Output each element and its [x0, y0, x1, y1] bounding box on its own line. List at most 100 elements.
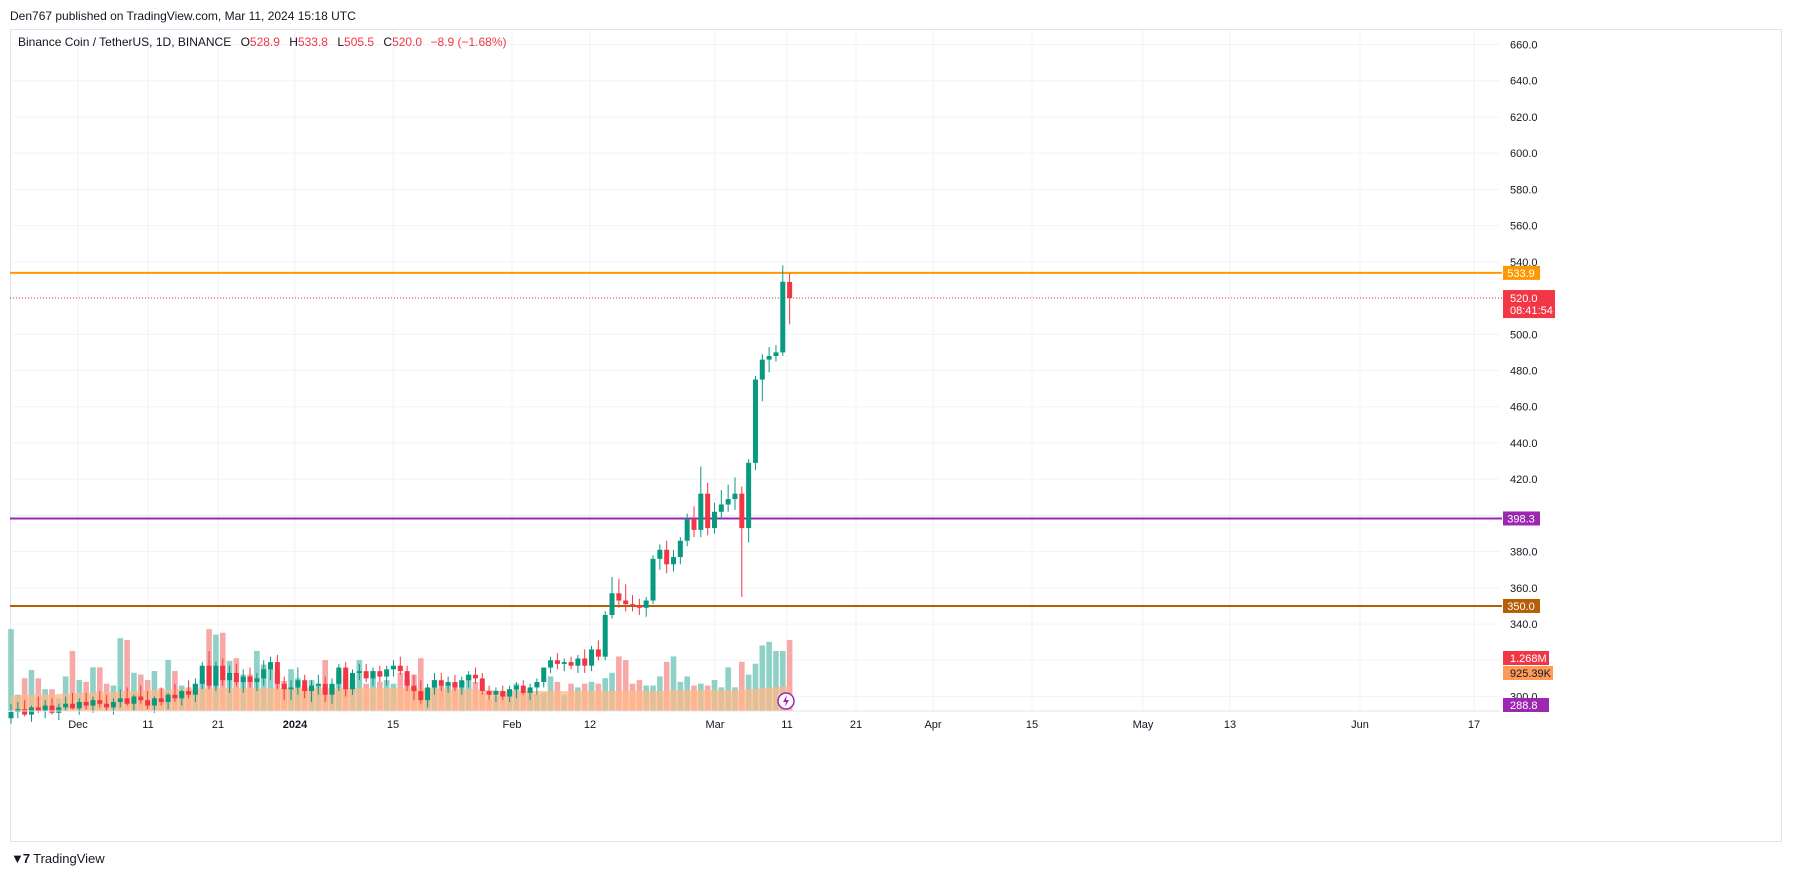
volume-badge-label: 288.8: [1510, 700, 1538, 712]
y-tick-label: 500.0: [1510, 329, 1538, 341]
candle-body: [643, 600, 649, 608]
candle-body: [691, 519, 697, 530]
candle-body: [97, 700, 103, 704]
level-badge: [1503, 598, 1540, 613]
candle-body: [718, 504, 724, 512]
candle-body: [657, 549, 663, 559]
candle-body: [138, 696, 144, 701]
candle-body: [548, 660, 554, 668]
candle-body: [561, 662, 567, 664]
y-tick-label: 440.0: [1510, 438, 1538, 450]
price-badges: 533.9 398.3 350.0 520.008:41:54 1.268M 925.39…: [1503, 265, 1555, 712]
candle-body: [493, 691, 499, 695]
grid-lines: [10, 30, 1500, 711]
y-tick-label: 420.0: [1510, 474, 1538, 486]
x-tick-label: Apr: [924, 719, 941, 731]
bolt-icon: [777, 692, 795, 710]
candle-body: [472, 674, 478, 679]
candle-body: [49, 705, 55, 713]
candle-body: [479, 678, 485, 692]
candle-body: [609, 593, 615, 616]
candle-body: [165, 694, 171, 702]
x-tick-label: 21: [212, 719, 224, 731]
candle-body: [131, 696, 137, 704]
volume-bar: [62, 676, 69, 711]
volume-bar: [752, 663, 759, 711]
volume-bar: [96, 667, 103, 711]
candle-body: [206, 665, 212, 686]
volume-badge: [1503, 666, 1553, 680]
candle-body: [752, 379, 758, 463]
x-tick-label: Feb: [503, 719, 522, 731]
candle-body: [213, 665, 219, 686]
volume-bar: [8, 629, 14, 711]
candle-body: [671, 557, 677, 565]
countdown-label: 08:41:54: [1510, 305, 1553, 317]
candle-body: [315, 683, 321, 686]
candle-body: [35, 707, 41, 711]
y-tick-label: 620.0: [1510, 112, 1538, 124]
candle-body: [636, 605, 642, 608]
candle-body: [705, 493, 711, 529]
candle-body: [69, 703, 75, 709]
level-badge-label: 350.0: [1507, 601, 1535, 613]
candle-body: [336, 667, 342, 684]
candle-body: [199, 665, 205, 684]
candle-body: [582, 658, 588, 666]
candle-body: [309, 685, 315, 692]
candle-body: [554, 660, 560, 664]
volume-bar: [663, 661, 670, 711]
y-tick-label: 360.0: [1510, 583, 1538, 595]
candle-body: [322, 683, 328, 695]
candle-body: [616, 593, 622, 601]
candle-body: [684, 519, 690, 541]
horizontal-lines: [10, 271, 1502, 607]
candle-body: [390, 665, 396, 670]
candle-body: [568, 662, 574, 666]
candle-body: [425, 687, 431, 701]
volume-bar: [616, 656, 622, 711]
candle-body: [438, 680, 444, 686]
candle-body: [466, 674, 472, 681]
candle-body: [725, 499, 731, 505]
candle-body: [90, 700, 96, 706]
volume-bar: [670, 656, 677, 711]
candles: [8, 265, 793, 724]
tradingview-logo[interactable]: ▼7 TradingView: [11, 851, 105, 866]
open-label: O: [240, 35, 250, 49]
candle-body: [711, 511, 717, 529]
candle-body: [343, 667, 349, 690]
y-tick-label: 380.0: [1510, 547, 1538, 559]
candle-body: [541, 667, 547, 683]
level-badge: [1503, 265, 1540, 280]
high-value: 533.8: [297, 35, 328, 49]
volume-bar: [117, 638, 124, 711]
candle-body: [247, 676, 253, 683]
symbol-legend[interactable]: Binance Coin / TetherUS, 1D, BINANCE O52…: [18, 35, 507, 49]
volume-bar: [260, 664, 267, 711]
volume-badge: [1503, 651, 1549, 665]
volume-bar: [90, 667, 96, 711]
volume-bar: [725, 667, 731, 711]
chart-frame: [10, 29, 1782, 842]
y-tick-label: 660.0: [1510, 39, 1538, 51]
candle-body: [8, 711, 14, 719]
bolt-icon-glyph: [783, 695, 789, 707]
y-tick-label: 580.0: [1510, 184, 1538, 196]
y-tick-label: 340.0: [1510, 619, 1538, 631]
y-tick-label: 640.0: [1510, 76, 1538, 88]
candle-body: [500, 691, 506, 697]
candle-body: [431, 680, 437, 688]
y-tick-label: 600.0: [1510, 148, 1538, 160]
x-tick-label: 2024: [283, 719, 308, 731]
candle-body: [575, 658, 581, 666]
x-tick-label: 11: [781, 719, 792, 731]
candle-body: [350, 672, 355, 690]
candle-body: [302, 680, 308, 692]
last-price-label: 520.0: [1510, 293, 1538, 305]
candle-body: [117, 698, 123, 702]
x-tick-label: Dec: [68, 719, 88, 731]
x-tick-label: 13: [1224, 719, 1236, 731]
candle-body: [151, 698, 157, 706]
